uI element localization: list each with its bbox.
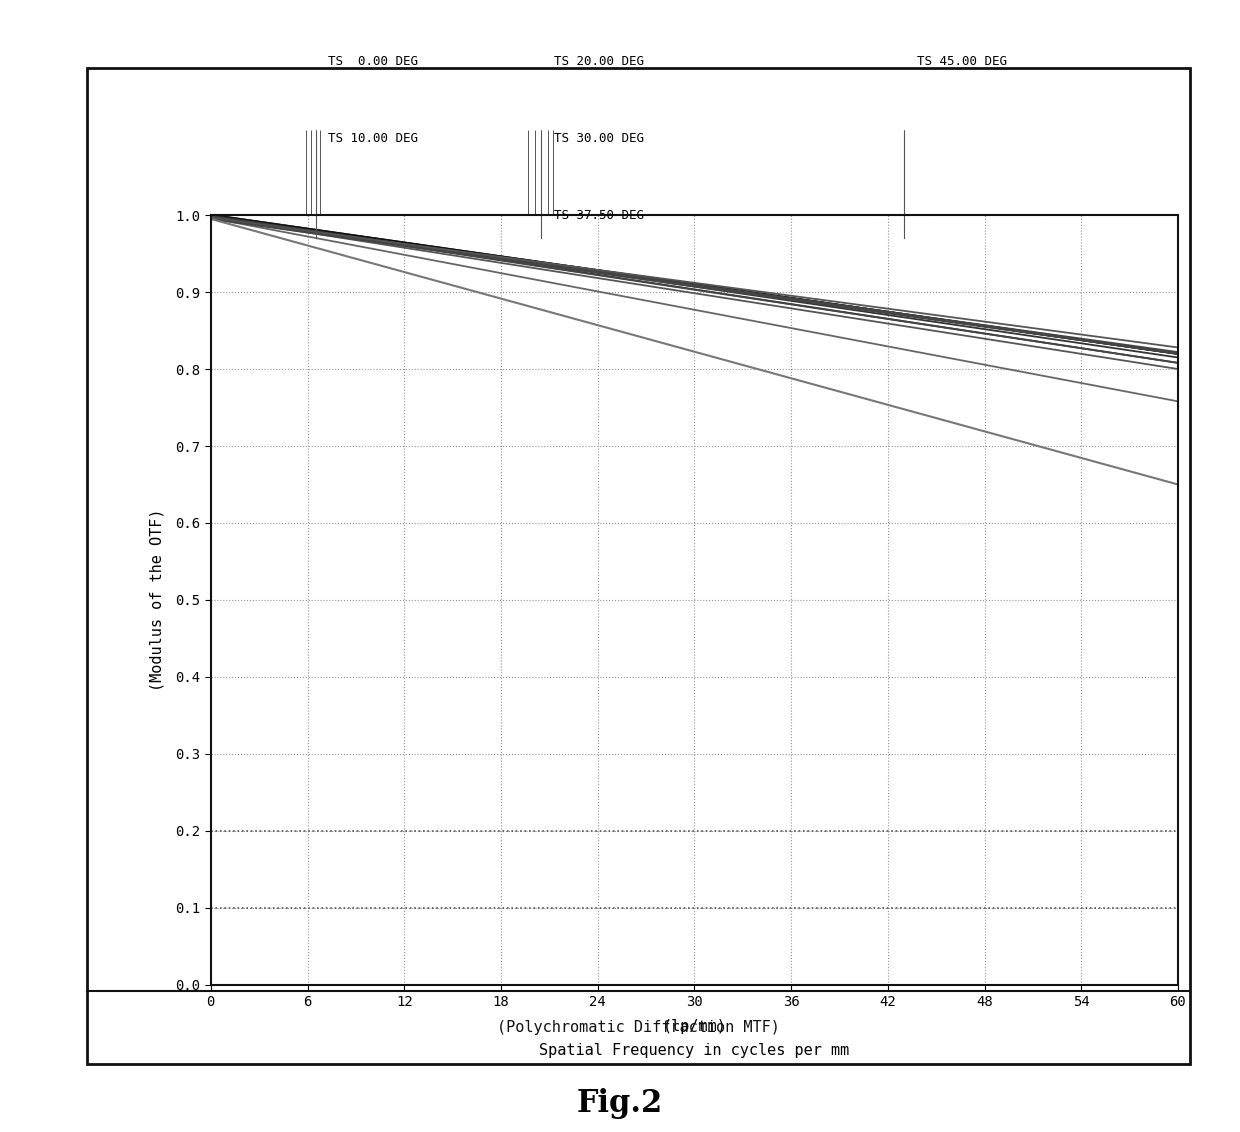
- Text: TS 30.00 DEG: TS 30.00 DEG: [554, 132, 644, 145]
- Text: (Polychromatic Diffraction MTF): (Polychromatic Diffraction MTF): [497, 1020, 780, 1035]
- Text: (lp/mm): (lp/mm): [662, 1020, 727, 1035]
- Text: Spatial Frequency in cycles per mm: Spatial Frequency in cycles per mm: [539, 1043, 849, 1057]
- Text: TS 37.50 DEG: TS 37.50 DEG: [554, 209, 644, 222]
- Text: TS 10.00 DEG: TS 10.00 DEG: [329, 132, 418, 145]
- Y-axis label: (Modulus of the OTF): (Modulus of the OTF): [149, 508, 164, 692]
- Text: TS 45.00 DEG: TS 45.00 DEG: [916, 55, 1007, 68]
- Text: TS 20.00 DEG: TS 20.00 DEG: [554, 55, 644, 68]
- Text: Fig.2: Fig.2: [577, 1088, 663, 1120]
- Text: TS  0.00 DEG: TS 0.00 DEG: [329, 55, 418, 68]
